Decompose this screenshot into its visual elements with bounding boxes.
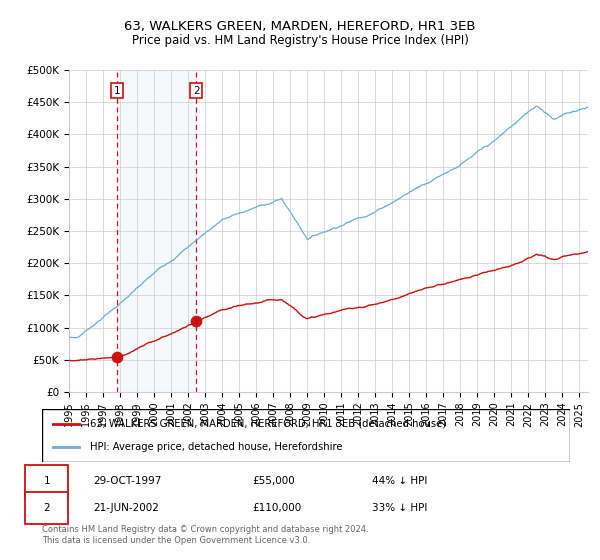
Text: 29-OCT-1997: 29-OCT-1997: [93, 476, 161, 486]
Text: 63, WALKERS GREEN, MARDEN, HEREFORD, HR1 3EB (detached house): 63, WALKERS GREEN, MARDEN, HEREFORD, HR1…: [89, 419, 446, 429]
Text: 33% ↓ HPI: 33% ↓ HPI: [372, 503, 427, 513]
Text: £55,000: £55,000: [252, 476, 295, 486]
Text: 2: 2: [193, 86, 199, 96]
Text: 21-JUN-2002: 21-JUN-2002: [93, 503, 159, 513]
Text: 1: 1: [43, 476, 50, 486]
Text: HPI: Average price, detached house, Herefordshire: HPI: Average price, detached house, Here…: [89, 442, 342, 452]
Point: [112, 352, 122, 361]
Text: Price paid vs. HM Land Registry's House Price Index (HPI): Price paid vs. HM Land Registry's House …: [131, 34, 469, 46]
Text: £110,000: £110,000: [252, 503, 301, 513]
Bar: [117, 70, 196, 392]
Text: 1: 1: [114, 86, 121, 96]
Text: 2: 2: [43, 503, 50, 513]
Text: 63, WALKERS GREEN, MARDEN, HEREFORD, HR1 3EB: 63, WALKERS GREEN, MARDEN, HEREFORD, HR1…: [124, 20, 476, 32]
Text: Contains HM Land Registry data © Crown copyright and database right 2024.
This d: Contains HM Land Registry data © Crown c…: [42, 525, 368, 545]
Point: [191, 317, 201, 326]
Text: 44% ↓ HPI: 44% ↓ HPI: [372, 476, 427, 486]
